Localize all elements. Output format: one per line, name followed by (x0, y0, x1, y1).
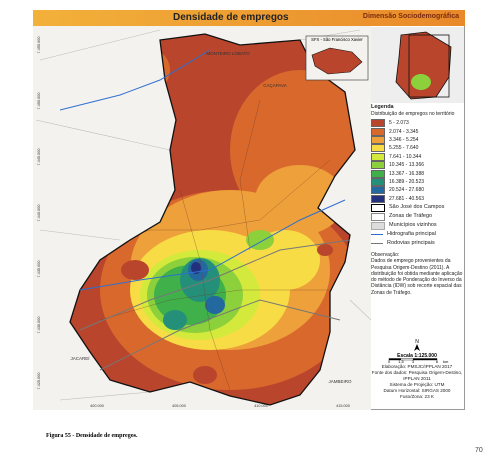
legend-symbol (371, 243, 383, 245)
credits: Elaboração: PMSJC/IPPLAN 2017 Fonte dos d… (371, 364, 463, 400)
legend-row: São José dos Campos (371, 203, 463, 212)
legend-title: Legenda (371, 104, 394, 110)
y-coordinate: 7.425.000 (37, 373, 41, 390)
legend-row: Municípios vizinhos (371, 221, 463, 230)
y-coordinate: 7.455.000 (37, 37, 41, 54)
legend-subtitle: Distribuição de empregos no território (371, 110, 455, 117)
y-coordinate: 7.440.000 (37, 205, 41, 222)
legend-row: 2.074 - 3.345 (371, 127, 463, 136)
legend-label: 3.346 - 5.254 (389, 136, 419, 143)
legend-swatch (371, 161, 385, 170)
legend-swatch (371, 127, 385, 136)
north-label: N (415, 339, 419, 345)
legend-swatch (371, 186, 385, 195)
caption: Figura 55 - Densidade de empregos. (46, 433, 138, 439)
legend-label: 5 - 2.073 (389, 120, 409, 127)
x-coordinate: 405.000 (172, 404, 186, 408)
legend-row: 20.524 - 27.680 (371, 186, 463, 195)
legend-swatch (371, 136, 385, 145)
scale-tick: 0 (388, 359, 391, 364)
rivers (59, 49, 346, 291)
place-label: MONTEIRO LOBATO (206, 51, 250, 56)
legend-row: 16.389 - 20.523 (371, 178, 463, 187)
legend-label: 7.641 - 10.344 (389, 153, 422, 160)
scale-tick: 1,5 (398, 359, 404, 364)
legend-row: Hidrografia principal (371, 230, 463, 239)
credit-line: Fuso/Zona: 23 K (400, 393, 434, 399)
place-label: JAMBEIRO (328, 379, 352, 384)
y-coordinate: 7.445.000 (37, 149, 41, 166)
subtitle: Dimensão Sociodemográfica (362, 13, 459, 20)
locator-map (371, 27, 464, 103)
legend-row: 27.681 - 40.563 (371, 194, 463, 203)
page-number: 70 (475, 447, 483, 454)
y-coordinate: 7.430.000 (37, 317, 41, 334)
legend-symbol (371, 234, 383, 236)
legend-row: 10.345 - 13.366 (371, 161, 463, 170)
legend-swatch (371, 194, 385, 203)
credit-line: Elaboração: PMSJC/IPPLAN 2017 (381, 364, 453, 369)
legend-label: 20.524 - 27.680 (389, 187, 425, 194)
legend: Legenda Distribuição de empregos no terri… (371, 104, 463, 296)
neighbor-borders (35, 29, 371, 401)
legend-label: 10.345 - 13.366 (389, 162, 425, 169)
legend-symbol (371, 203, 385, 212)
scale-tick: 6 (436, 359, 439, 364)
legend-label: São José dos Campos (389, 204, 445, 211)
legend-row: Rodovias principais (371, 239, 463, 248)
legend-label: 2.074 - 3.345 (389, 128, 419, 135)
scale-title: Escala 1:125.000 (397, 353, 437, 359)
credit-line: Fonte dos dados: Pesquisa Origem-Destino… (371, 369, 463, 381)
map: MONTEIRO LOBATO CAÇAPAVA JACAREÍ JAMBEIRO 7… (33, 26, 371, 410)
scale-bar (389, 358, 401, 360)
legend-label: 16.389 - 20.523 (389, 178, 425, 185)
legend-swatch (371, 119, 385, 128)
scale-bar (413, 358, 437, 360)
legend-label: Rodovias principais (387, 240, 435, 247)
legend-swatch (371, 144, 385, 153)
x-coordinate: 410.000 (254, 404, 268, 408)
legend-row: 3.346 - 5.254 (371, 136, 463, 145)
scale-tick: 3 (412, 359, 415, 364)
y-coordinate: 7.450.000 (37, 93, 41, 110)
x-coordinate: 415.000 (336, 404, 350, 408)
legend-row: 5 - 2.073 (371, 119, 463, 128)
legend-swatch (371, 169, 385, 178)
observation-text: Dados de emprego provenientes da Pesquis… (371, 258, 463, 296)
north-arrow (414, 344, 420, 351)
legend-swatch (371, 152, 385, 161)
legend-symbol (371, 221, 385, 230)
legend-label: 5.255 - 7.640 (389, 145, 419, 152)
legend-label: 27.681 - 40.563 (389, 195, 425, 202)
observation-title: Observação: (371, 252, 400, 259)
inset-area (311, 47, 363, 75)
legend-label: Zonas de Tráfego (389, 213, 433, 220)
credit-line: Sistema de Projeção: UTM (389, 381, 445, 387)
title: Densidade de empregos (173, 12, 289, 23)
credit-line: Datum Horizontal: SIRGAS 2000 (383, 387, 451, 393)
place-label: JACAREÍ (70, 355, 90, 361)
legend-swatch (371, 178, 385, 187)
legend-label: 13.367 - 16.388 (389, 170, 425, 177)
y-coordinate: 7.435.000 (37, 261, 41, 278)
x-coordinate: 400.000 (90, 404, 104, 408)
legend-row: 7.641 - 10.344 (371, 152, 463, 161)
legend-row: Zonas de Tráfego (371, 212, 463, 221)
legend-row: 5.255 - 7.640 (371, 144, 463, 153)
place-label: CAÇAPAVA (263, 83, 287, 88)
inset-label: SFX - São Francisco Xavier (311, 37, 363, 42)
highways (79, 239, 351, 371)
header: Densidade de empregos Dimensão Sociodemo… (33, 10, 465, 26)
legend-label: Hidrografia principal (387, 231, 436, 238)
legend-symbol (371, 212, 385, 221)
scale-unit: km (443, 359, 449, 364)
scale-bar: N Escala 1:125.000 0 1,5 3 6 km (388, 339, 449, 364)
legend-row: 13.367 - 16.388 (371, 169, 463, 178)
legend-label: Municípios vizinhos (389, 222, 437, 229)
